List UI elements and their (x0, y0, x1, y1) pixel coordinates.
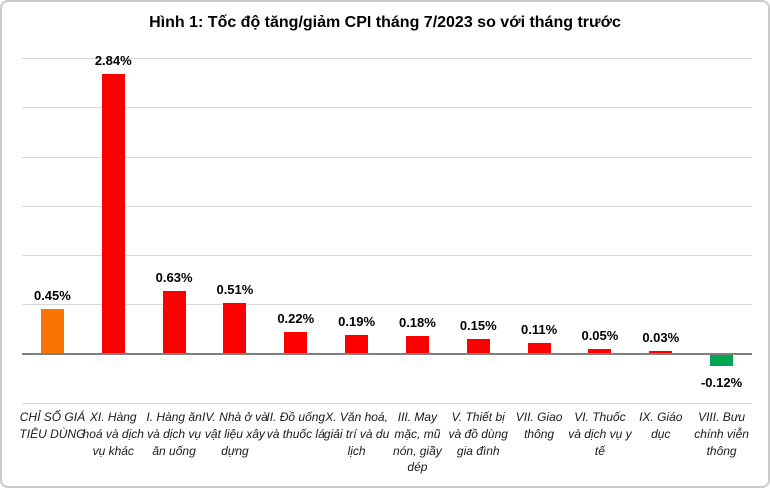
bar (710, 354, 734, 367)
bar-value-label: 0.15% (459, 317, 497, 333)
gridline (22, 402, 752, 404)
bar (223, 303, 247, 354)
category-label: X. Văn hoá, giải trí và du lịch (323, 410, 390, 458)
category-label: II. Đồ uống và thuốc lá (266, 410, 326, 441)
bar (162, 291, 186, 354)
gridline (22, 205, 752, 207)
bar (284, 331, 308, 354)
chart-title: Hình 1: Tốc độ tăng/giảm CPI tháng 7/202… (149, 14, 621, 31)
category-label: VIII. Bưu chính viễn thông (694, 410, 749, 458)
gridline (22, 58, 752, 59)
bar (40, 309, 64, 354)
gridline (22, 107, 752, 109)
bar (101, 73, 125, 354)
bar-value-label: 0.11% (521, 321, 558, 337)
bar-value-label: 0.45% (33, 288, 71, 304)
bar-value-label: 0.05% (581, 327, 619, 343)
gridline (22, 156, 752, 158)
category-label: XI. Hàng hoá và dịch vụ khác (82, 410, 144, 458)
bar (405, 335, 429, 354)
bar-value-label: 0.18% (398, 314, 436, 330)
category-label: I. Hàng ăn và dịch vụ ăn uống (146, 410, 202, 458)
category-label: IV. Nhà ở và vật liệu xây dựng (202, 410, 268, 458)
category-label: CHỈ SỐ GIÁ TIÊU DÙNG (19, 410, 86, 441)
gridline (22, 304, 752, 306)
bar-value-label: 2.84% (94, 52, 132, 68)
category-label: VI. Thuốc và dịch vụ y tế (568, 410, 632, 458)
bar-value-label: 0.19% (338, 313, 376, 329)
bar-value-label: 0.63% (155, 270, 193, 286)
bar (588, 348, 612, 354)
category-label: V. Thiết bị và đồ dùng gia đình (448, 410, 508, 458)
bar-value-label: 0.51% (216, 282, 254, 298)
gridline (22, 255, 752, 256)
bar (466, 338, 490, 354)
category-label: III. May mặc, mũ nón, giầy dép (393, 410, 442, 475)
category-label: VII. Giao thông (515, 410, 563, 441)
bar-value-label: 0.22% (277, 310, 315, 326)
category-label: IX. Giáo dục (639, 410, 683, 441)
x-axis-line (22, 352, 752, 355)
bar (649, 350, 673, 354)
bar (345, 334, 369, 354)
bar-value-label: 0.03% (642, 329, 680, 345)
bar-value-label: -0.12% (700, 375, 743, 391)
bar (527, 342, 551, 354)
